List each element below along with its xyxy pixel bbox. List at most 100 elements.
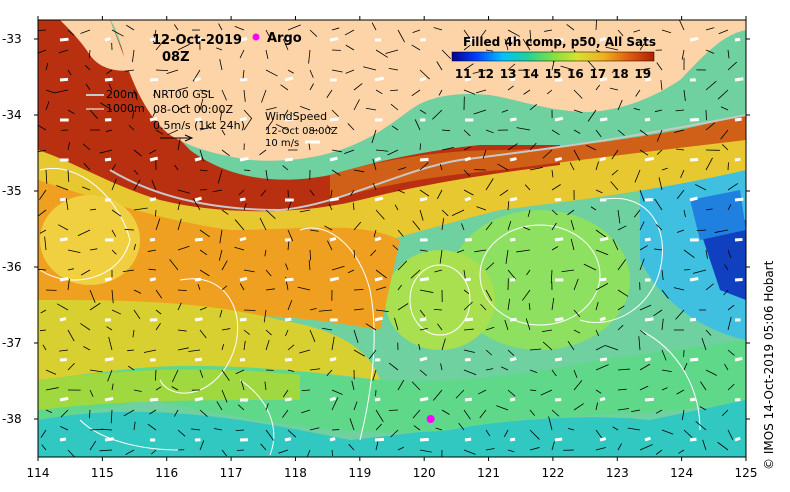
current-arrow	[455, 389, 465, 399]
current-arrow	[485, 262, 495, 271]
current-arrow	[122, 269, 135, 273]
current-arrow	[544, 29, 553, 32]
current-arrow	[529, 409, 535, 416]
current-arrow	[243, 329, 250, 335]
wind-arrow	[734, 436, 741, 442]
current-arrow	[147, 423, 157, 431]
current-arrow	[177, 201, 181, 211]
current-arrow	[321, 327, 333, 331]
current-arrow	[133, 421, 136, 431]
current-arrow	[714, 229, 729, 233]
wind-arrow	[104, 437, 114, 442]
current-arrow	[42, 344, 47, 351]
current-arrow	[560, 65, 575, 71]
current-arrow	[721, 144, 729, 151]
current-arrow	[177, 347, 189, 351]
current-arrow	[391, 125, 399, 131]
current-arrow	[397, 189, 405, 194]
current-arrow	[345, 69, 355, 74]
current-arrow	[372, 369, 377, 381]
current-arrow	[287, 344, 295, 351]
current-arrow	[45, 409, 53, 413]
current-arrow	[259, 217, 267, 231]
current-arrow	[676, 389, 685, 395]
current-arrow	[309, 329, 316, 342]
current-arrow	[155, 218, 161, 231]
current-arrow	[309, 83, 314, 91]
current-arrow	[199, 409, 208, 417]
current-arrow	[331, 169, 341, 176]
current-arrow	[388, 67, 399, 71]
current-arrow	[375, 441, 379, 451]
current-arrow	[529, 166, 543, 171]
current-arrow	[285, 263, 289, 271]
wind-arrow	[554, 357, 563, 362]
current-arrow	[192, 69, 201, 82]
plot-frame	[37, 19, 747, 458]
current-arrow	[375, 209, 385, 220]
current-arrow	[724, 264, 729, 271]
current-arrow	[411, 89, 421, 97]
current-arrow	[133, 289, 142, 294]
wind-arrow	[239, 117, 247, 122]
current-arrow	[309, 249, 312, 261]
wind-arrow	[689, 357, 699, 362]
current-arrow	[475, 89, 487, 94]
wind-arrow	[689, 196, 698, 202]
current-arrow	[89, 208, 97, 211]
current-arrow	[174, 24, 179, 31]
current-arrow	[192, 198, 201, 211]
current-arrow	[482, 149, 487, 159]
current-arrow	[654, 248, 663, 251]
current-arrow	[397, 446, 405, 451]
current-arrow	[507, 85, 514, 91]
current-arrow	[522, 38, 531, 51]
current-arrow	[501, 366, 509, 371]
current-arrow	[89, 440, 97, 451]
current-arrow	[199, 126, 213, 131]
current-arrow	[99, 449, 113, 452]
current-arrow	[221, 209, 229, 215]
current-arrow	[501, 109, 509, 113]
colorbar-tick-label: 18	[612, 67, 629, 81]
current-arrow	[234, 25, 245, 31]
current-arrow	[221, 369, 230, 381]
current-arrow	[221, 328, 231, 331]
current-arrow	[309, 29, 318, 37]
current-arrow	[177, 429, 186, 437]
current-arrow	[627, 427, 641, 431]
current-arrow	[155, 322, 161, 331]
current-arrow	[661, 318, 664, 331]
current-arrow	[218, 23, 223, 31]
wind-arrow	[509, 397, 516, 402]
wind-arrow	[194, 157, 202, 162]
current-arrow	[551, 184, 561, 191]
current-arrow	[617, 225, 627, 231]
current-arrow	[45, 63, 49, 71]
current-arrow	[38, 209, 47, 217]
current-arrow	[639, 304, 652, 311]
wind-arrow	[419, 397, 429, 402]
current-arrow	[344, 149, 355, 155]
wind-arrow	[149, 397, 159, 402]
wind-arrow	[554, 317, 564, 322]
colorbar-tick-label: 15	[545, 67, 562, 81]
wind-arrow	[734, 356, 743, 362]
current-arrow	[463, 289, 470, 295]
current-arrow	[155, 209, 157, 217]
current-arrow	[111, 178, 117, 191]
current-arrow	[634, 169, 641, 183]
current-arrow	[463, 449, 476, 455]
current-arrow	[661, 167, 668, 171]
current-arrow	[419, 249, 428, 252]
colorbar-tick-label: 11	[455, 67, 472, 81]
current-arrow	[388, 409, 399, 411]
wind-arrow	[59, 277, 69, 282]
current-arrow	[217, 169, 223, 184]
current-arrow	[67, 142, 70, 151]
current-arrow	[133, 309, 141, 320]
current-arrow	[219, 109, 223, 121]
current-arrow	[221, 343, 225, 351]
current-arrow	[331, 265, 345, 271]
wind-arrow	[104, 357, 114, 362]
